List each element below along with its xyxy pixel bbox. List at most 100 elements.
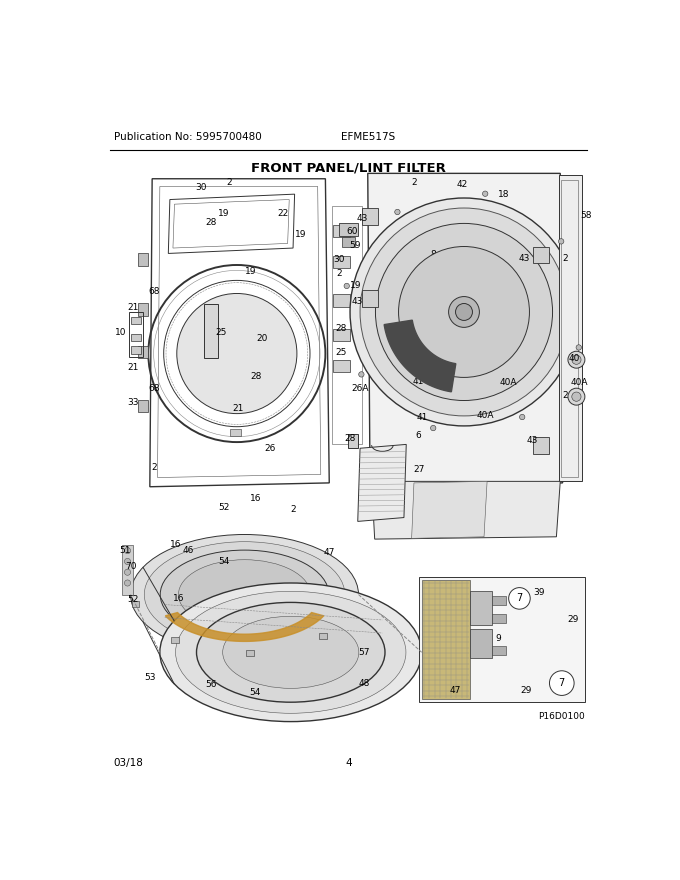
Polygon shape [411, 481, 487, 539]
Bar [470, 590, 492, 626]
Bar [230, 429, 241, 436]
Bar [137, 346, 148, 358]
Text: 56: 56 [205, 680, 217, 689]
Bar [362, 208, 378, 225]
Text: 28: 28 [250, 372, 262, 381]
Text: 51: 51 [120, 546, 131, 555]
Text: 21: 21 [127, 303, 139, 312]
Text: 42: 42 [457, 180, 468, 189]
Text: 16: 16 [250, 494, 262, 502]
Text: 19: 19 [295, 231, 307, 239]
Ellipse shape [449, 297, 479, 327]
Text: 70: 70 [126, 561, 137, 570]
Text: Publication No: 5995700480: Publication No: 5995700480 [114, 132, 261, 143]
Polygon shape [165, 612, 324, 642]
Ellipse shape [350, 198, 578, 426]
Text: 6: 6 [415, 430, 421, 440]
Text: 18: 18 [498, 190, 510, 199]
Bar [420, 577, 585, 701]
Text: 03/18: 03/18 [114, 759, 143, 768]
Text: 29: 29 [568, 615, 579, 624]
Bar [131, 346, 141, 354]
Bar [137, 253, 148, 266]
Text: 2: 2 [411, 178, 417, 187]
Text: 54: 54 [218, 557, 229, 566]
Text: 40A: 40A [482, 311, 500, 319]
Text: 28: 28 [344, 434, 356, 443]
Text: 7: 7 [516, 593, 522, 604]
Bar [319, 633, 326, 639]
Text: 40A: 40A [571, 378, 588, 387]
Circle shape [124, 569, 131, 576]
Ellipse shape [160, 550, 329, 639]
Circle shape [568, 351, 585, 368]
Text: 68: 68 [149, 385, 160, 393]
Text: 43: 43 [518, 253, 530, 262]
Ellipse shape [398, 246, 530, 378]
Bar [131, 317, 141, 325]
Text: 19: 19 [350, 281, 362, 290]
Ellipse shape [175, 591, 406, 714]
Bar [561, 180, 578, 477]
Text: 47: 47 [450, 686, 461, 695]
Text: 59: 59 [349, 241, 360, 250]
Text: 28: 28 [206, 218, 217, 227]
Text: 2: 2 [337, 269, 342, 278]
Bar [492, 646, 505, 656]
Text: 58: 58 [580, 211, 592, 220]
Text: 26A: 26A [352, 384, 369, 392]
Text: 19: 19 [218, 209, 230, 218]
Bar [246, 649, 254, 656]
Text: 16: 16 [170, 540, 182, 549]
Text: 60: 60 [347, 227, 358, 236]
Text: 40A: 40A [477, 411, 494, 420]
Text: 52: 52 [218, 503, 229, 512]
Text: 10: 10 [115, 328, 126, 337]
Text: 53: 53 [144, 673, 156, 682]
Text: 4: 4 [345, 759, 352, 768]
Text: 26: 26 [265, 444, 275, 452]
Text: 27: 27 [413, 465, 425, 473]
Text: 2: 2 [467, 304, 473, 312]
Ellipse shape [456, 304, 473, 320]
Bar [131, 334, 141, 341]
Text: 40A: 40A [500, 378, 517, 387]
Text: 18: 18 [478, 349, 490, 358]
Text: 48: 48 [358, 678, 370, 687]
Text: 25: 25 [216, 328, 227, 337]
Text: 33: 33 [127, 398, 139, 407]
Bar [332, 206, 362, 444]
Bar [341, 238, 356, 246]
Circle shape [483, 191, 488, 196]
Polygon shape [368, 173, 562, 485]
Text: 41: 41 [417, 413, 428, 422]
Circle shape [520, 414, 525, 420]
Circle shape [394, 209, 400, 215]
Text: 52: 52 [127, 596, 139, 605]
Text: 19: 19 [245, 267, 256, 275]
Bar [362, 290, 378, 307]
Text: 43: 43 [357, 215, 368, 224]
Bar [422, 580, 470, 699]
Bar [533, 436, 549, 454]
Bar [131, 600, 139, 606]
Bar [333, 294, 350, 306]
Text: 39: 39 [533, 588, 545, 597]
Circle shape [576, 345, 581, 350]
Ellipse shape [144, 542, 345, 648]
Text: 40A: 40A [426, 375, 443, 384]
Text: FRONT PANEL/LINT FILTER: FRONT PANEL/LINT FILTER [251, 162, 446, 175]
Polygon shape [358, 444, 406, 521]
Text: 40: 40 [512, 311, 524, 319]
Bar [333, 225, 350, 238]
Text: 2: 2 [152, 463, 157, 472]
Bar [559, 175, 582, 481]
Ellipse shape [131, 534, 358, 655]
Polygon shape [371, 481, 560, 539]
Ellipse shape [222, 616, 359, 688]
Text: 9: 9 [495, 634, 500, 643]
Text: 7: 7 [559, 678, 565, 688]
Text: EFME517S: EFME517S [341, 132, 395, 143]
Text: 20: 20 [256, 334, 268, 342]
Circle shape [558, 238, 564, 244]
